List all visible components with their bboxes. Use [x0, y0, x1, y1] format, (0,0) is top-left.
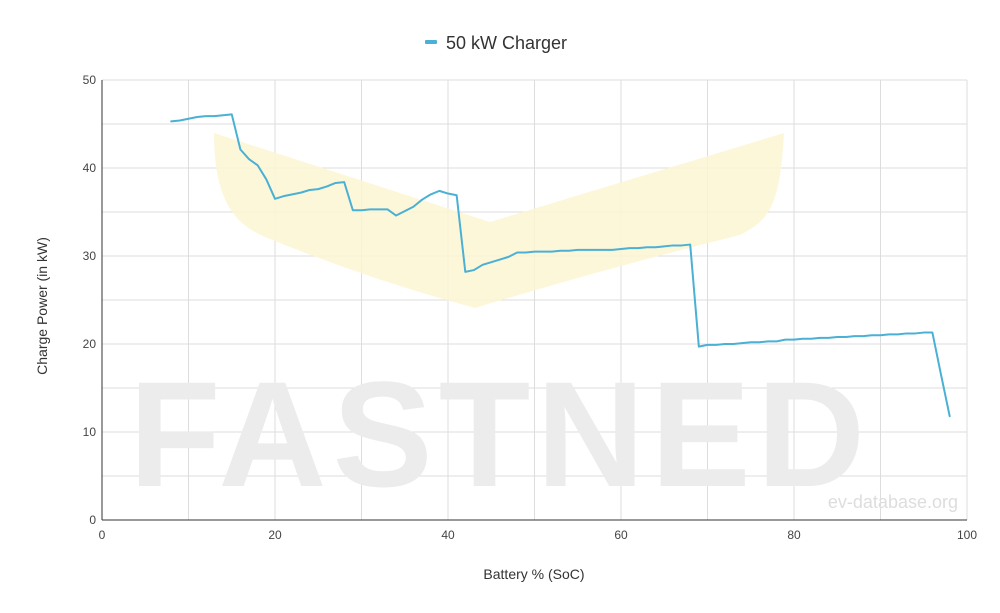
legend-swatch: [425, 40, 437, 44]
x-tick-label: 100: [957, 528, 977, 542]
y-tick-label: 0: [89, 513, 96, 527]
watermark-text: FASTNED: [129, 350, 871, 518]
typical-range-band: [214, 133, 784, 308]
x-tick-label: 0: [99, 528, 106, 542]
legend[interactable]: 50 kW Charger: [425, 33, 567, 53]
x-tick-label: 40: [441, 528, 455, 542]
legend-label: 50 kW Charger: [446, 33, 567, 53]
y-tick-label: 40: [83, 161, 97, 175]
credit-text: ev-database.org: [828, 492, 958, 512]
x-tick-label: 60: [614, 528, 628, 542]
series-layer: [170, 113, 951, 418]
y-tick-labels: 0 10 20 30 40 50: [83, 73, 97, 527]
y-tick-label: 10: [83, 425, 97, 439]
y-axis-title: Charge Power (in kW): [34, 237, 50, 375]
y-tick-label: 20: [83, 337, 97, 351]
y-tick-label: 50: [83, 73, 97, 87]
y-tick-label: 30: [83, 249, 97, 263]
x-axis-title: Battery % (SoC): [483, 566, 584, 582]
x-tick-label: 20: [268, 528, 282, 542]
x-tick-labels: 0 20 40 60 80 100: [99, 528, 978, 542]
x-tick-label: 80: [787, 528, 801, 542]
series-line-0: [170, 113, 951, 418]
